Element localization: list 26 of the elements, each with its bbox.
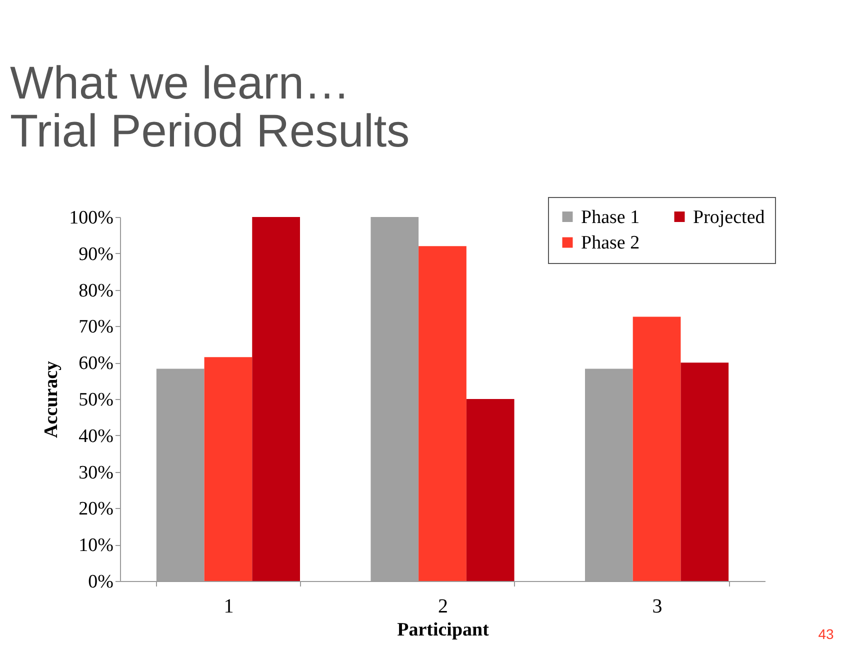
x-tick-label: 3 [652, 596, 662, 618]
y-tick-label: 20% [78, 498, 114, 520]
y-tick-label: 90% [78, 244, 114, 265]
legend-label: Phase 1 [581, 206, 640, 228]
y-axis-title: Accuracy [41, 360, 62, 438]
text: 43 [818, 626, 834, 642]
y-tick-label: 80% [78, 280, 114, 302]
y-tick-label: 30% [78, 462, 114, 484]
y-tick-label: 10% [78, 535, 114, 556]
y-tick-label: 70% [78, 316, 114, 338]
bar [252, 217, 300, 581]
y-tick-label: 40% [78, 426, 114, 447]
bar [680, 362, 729, 581]
x-axis-title: Participant [397, 620, 490, 640]
bar [204, 357, 252, 581]
y-tick-label: 100% [69, 208, 114, 228]
bar [632, 316, 681, 581]
legend-label: Phase 2 [581, 232, 640, 254]
y-tick-label: 50% [78, 390, 114, 410]
x-tick-label: 2 [438, 596, 448, 618]
y-tick-label: 0% [88, 572, 114, 592]
bar [466, 399, 514, 581]
legend-label: Projected [693, 206, 766, 228]
bar [418, 246, 466, 581]
y-tick-label: 60% [78, 353, 114, 374]
x-tick-label: 1 [224, 596, 234, 618]
